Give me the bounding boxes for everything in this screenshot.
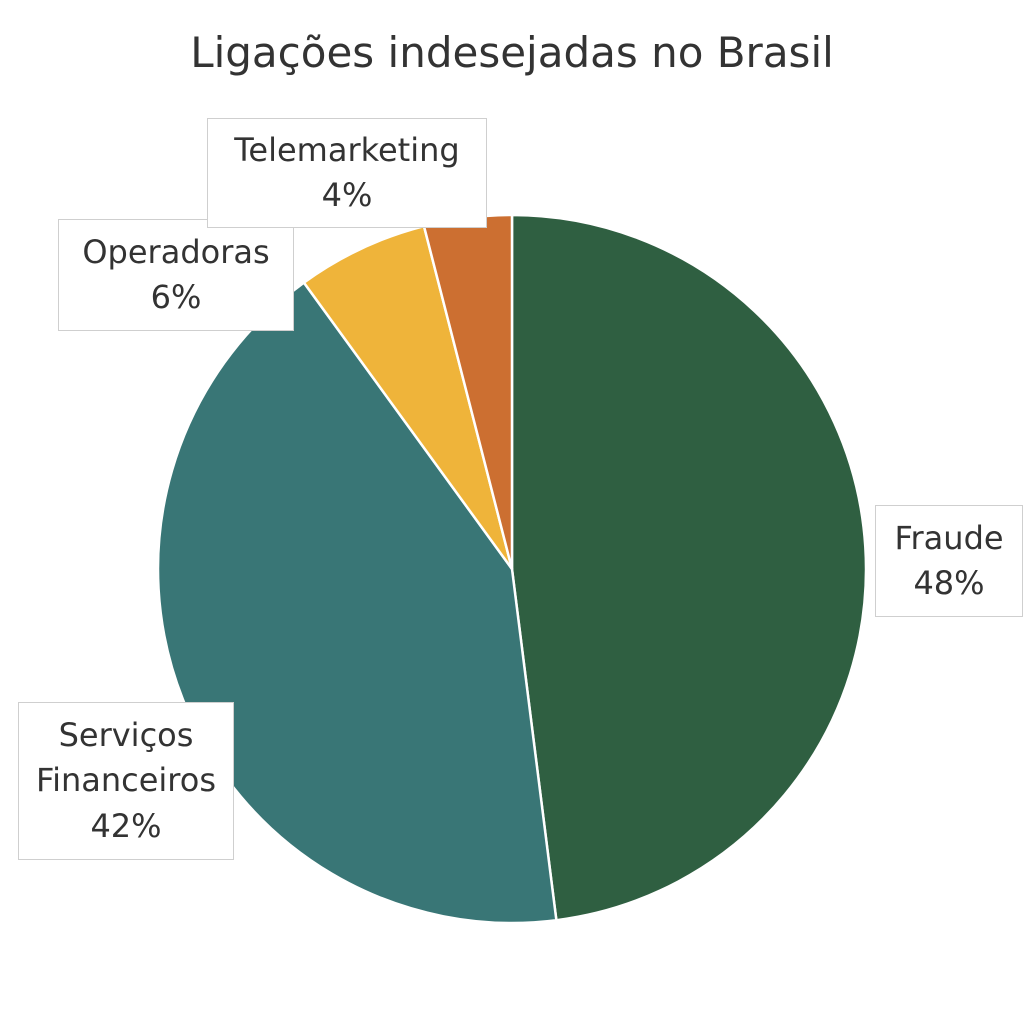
label-servicos-financeiros: Serviços Financeiros 42% xyxy=(18,702,234,860)
label-fraude-name: Fraude xyxy=(894,518,1004,557)
label-telemarketing: Telemarketing 4% xyxy=(207,118,487,228)
chart-title: Ligações indesejadas no Brasil xyxy=(190,28,834,77)
label-operadoras-value: 6% xyxy=(150,278,202,316)
label-servicos-line2: Financeiros xyxy=(35,761,216,800)
pie-slice-fraude xyxy=(510,213,868,922)
pie-slice-servi-os-financeiros xyxy=(156,280,558,925)
label-fraude-value: 48% xyxy=(913,564,985,602)
label-operadoras-name: Operadoras xyxy=(82,232,270,271)
pie-slices xyxy=(156,213,868,925)
label-fraude: Fraude 48% xyxy=(875,505,1023,617)
label-servicos-line1: Serviços xyxy=(58,715,194,754)
label-servicos-value: 42% xyxy=(90,806,162,845)
label-telemarketing-name: Telemarketing xyxy=(234,130,460,169)
label-telemarketing-value: 4% xyxy=(321,176,373,214)
label-operadoras: Operadoras 6% xyxy=(58,219,294,331)
